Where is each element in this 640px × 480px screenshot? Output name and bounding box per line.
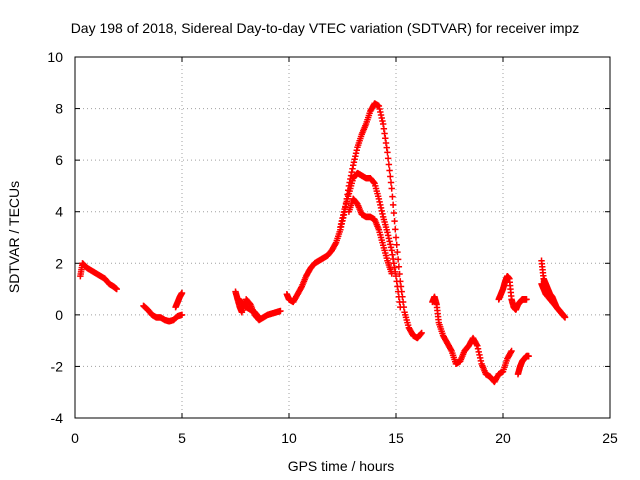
y-tick-label: -2 [51, 358, 64, 374]
y-tick-label: 6 [55, 152, 63, 168]
y-tick-label: 8 [55, 101, 63, 117]
data-point [397, 303, 404, 311]
data-point [178, 311, 186, 319]
data-segment [234, 296, 263, 321]
y-tick-label: 10 [47, 49, 63, 65]
x-tick-label: 15 [388, 430, 404, 446]
y-tick-label: -4 [51, 410, 64, 426]
data-point [393, 241, 400, 249]
data-point [387, 179, 395, 186]
data-segment [77, 260, 120, 293]
data-points [77, 100, 569, 386]
x-tick-label: 0 [71, 430, 79, 446]
data-segment [514, 352, 532, 378]
data-point [277, 307, 284, 315]
data-point [384, 155, 392, 162]
x-tick-label: 25 [602, 430, 618, 446]
data-point [385, 161, 393, 168]
data-point [396, 270, 403, 278]
data-point [394, 248, 401, 256]
axis-ticks: 0 5 10 15 20 25 -4 -2 0 2 4 6 8 10 [47, 49, 618, 446]
data-point [523, 296, 530, 303]
data-point [525, 352, 532, 360]
x-axis-label: GPS time / hours [288, 458, 395, 474]
data-point [418, 329, 425, 337]
data-point [508, 347, 515, 355]
data-segment [538, 280, 567, 319]
y-tick-label: 0 [55, 307, 63, 323]
data-point [387, 173, 394, 180]
data-segment [283, 100, 425, 342]
plot-frame [74, 56, 611, 419]
data-point [255, 314, 263, 321]
chart-title: Day 198 of 2018, Sidereal Day-to-day VTE… [71, 20, 580, 36]
data-point [384, 149, 391, 156]
data-point [390, 209, 398, 217]
data-point [388, 270, 395, 277]
data-point [386, 167, 393, 174]
y-tick-label: 2 [55, 255, 63, 271]
data-point [559, 311, 567, 319]
y-axis-label: SDTVAR / TECUs [6, 181, 22, 293]
data-point [395, 263, 403, 270]
y-tick-label: 4 [55, 204, 63, 220]
data-point [178, 289, 186, 297]
data-segment [345, 195, 395, 277]
grid-lines [75, 57, 610, 418]
data-segment [337, 169, 404, 311]
x-tick-label: 20 [495, 430, 511, 446]
data-segment [429, 293, 515, 386]
data-point [389, 193, 396, 200]
data-point [113, 285, 120, 293]
data-segment [140, 302, 186, 325]
data-point [392, 234, 400, 241]
x-tick-label: 5 [178, 430, 186, 446]
data-segment [172, 289, 186, 311]
data-segment [495, 272, 530, 313]
data-point [389, 201, 397, 209]
data-point [391, 217, 398, 225]
x-tick-label: 10 [281, 430, 297, 446]
data-point [388, 185, 395, 192]
data-point [392, 226, 399, 233]
